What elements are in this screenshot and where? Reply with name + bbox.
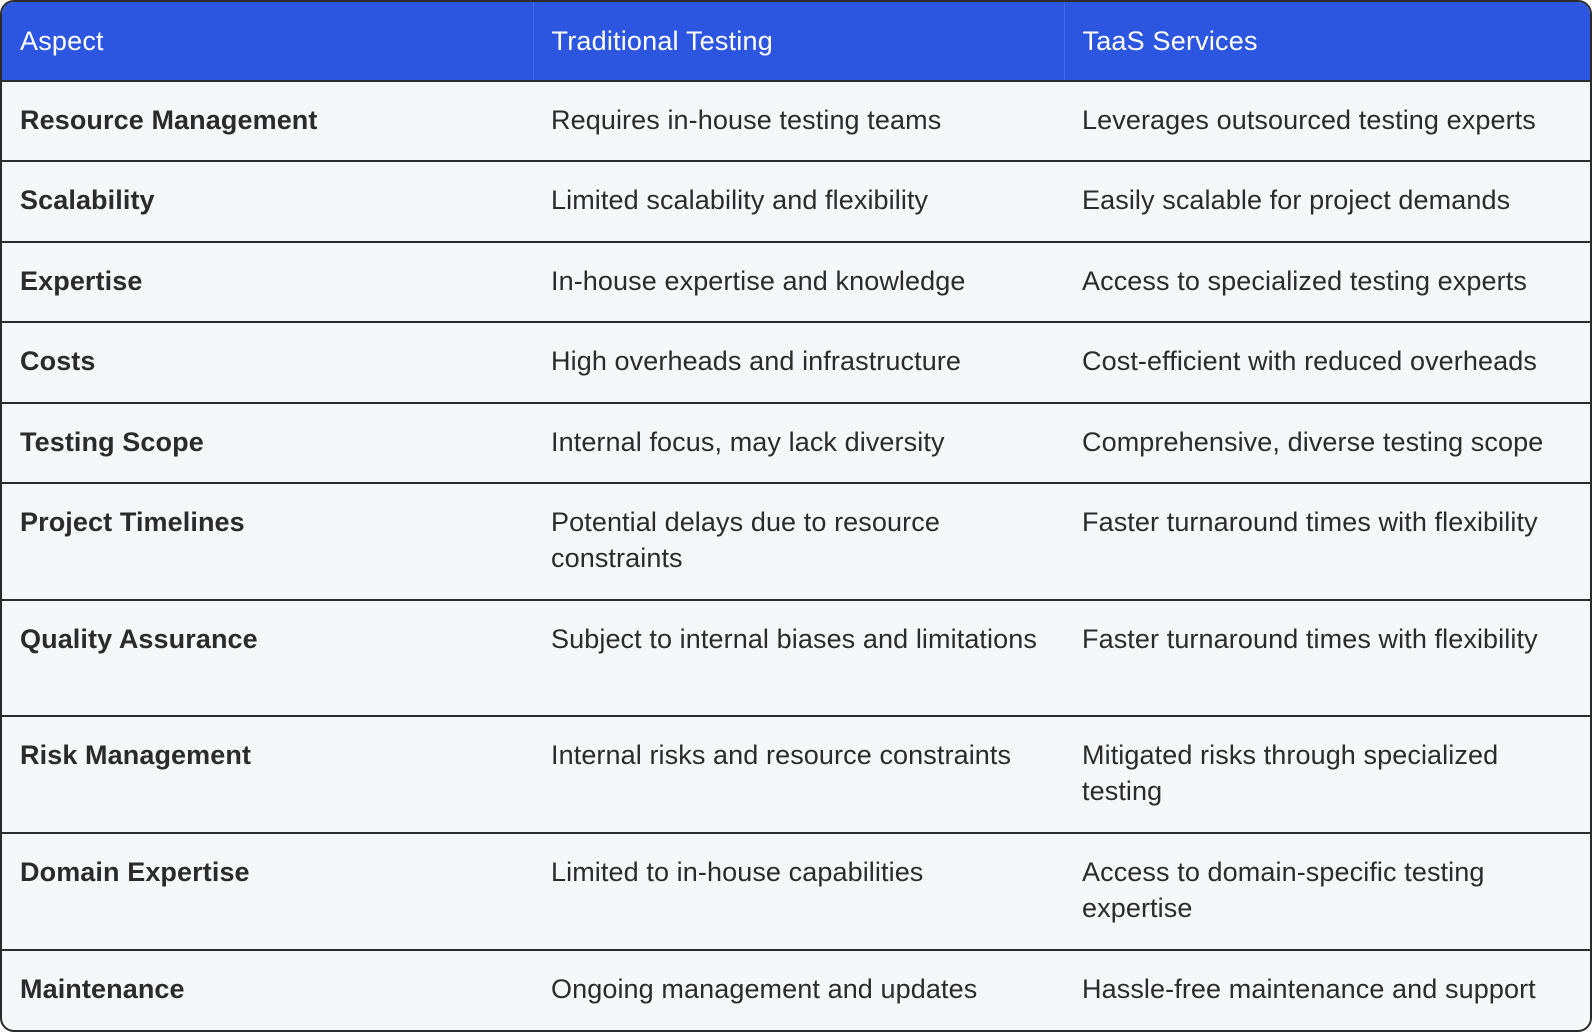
aspect-cell: Testing Scope (2, 401, 533, 484)
table-header: Aspect Traditional Testing TaaS Services (2, 2, 1590, 81)
table-row: Resource Management Requires in-house te… (2, 79, 1590, 162)
taas-cell: Easily scalable for project demands (1064, 160, 1590, 242)
traditional-cell: Subject to internal biases and limitatio… (533, 598, 1064, 717)
traditional-cell: Internal risks and resource constraints (533, 715, 1064, 833)
traditional-cell: Potential delays due to resource constra… (533, 482, 1064, 600)
header-aspect: Aspect (2, 2, 534, 81)
table-row: Costs High overheads and infrastructure … (2, 321, 1590, 403)
traditional-cell: Limited to in-house capabilities (533, 831, 1064, 950)
taas-cell: Mitigated risks through specialized test… (1064, 715, 1590, 833)
table-row: Domain Expertise Limited to in-house cap… (2, 831, 1590, 950)
taas-cell: Faster turnaround times with flexibility (1064, 482, 1590, 600)
table-row: Quality Assurance Subject to internal bi… (2, 598, 1590, 717)
aspect-cell: Expertise (2, 240, 533, 323)
taas-cell: Cost-efficient with reduced overheads (1064, 321, 1590, 403)
aspect-cell: Project Timelines (2, 482, 533, 600)
taas-cell: Access to specialized testing experts (1064, 240, 1590, 323)
aspect-cell: Maintenance (2, 948, 533, 1030)
table-row: Testing Scope Internal focus, may lack d… (2, 401, 1590, 484)
taas-cell: Comprehensive, diverse testing scope (1064, 401, 1590, 484)
taas-cell: Hassle-free maintenance and support (1064, 948, 1590, 1030)
table-row: Expertise In-house expertise and knowled… (2, 240, 1590, 323)
table-body: Resource Management Requires in-house te… (2, 79, 1590, 1030)
aspect-cell: Risk Management (2, 715, 533, 833)
aspect-cell: Domain Expertise (2, 831, 533, 950)
aspect-cell: Resource Management (2, 79, 533, 162)
traditional-cell: Requires in-house testing teams (533, 79, 1064, 162)
aspect-cell: Quality Assurance (2, 598, 533, 717)
header-taas-services: TaaS Services (1064, 2, 1590, 81)
aspect-cell: Costs (2, 321, 533, 403)
traditional-cell: Internal focus, may lack diversity (533, 401, 1064, 484)
taas-cell: Leverages outsourced testing experts (1064, 79, 1590, 162)
aspect-cell: Scalability (2, 160, 533, 242)
traditional-cell: Limited scalability and flexibility (533, 160, 1064, 242)
table-row: Project Timelines Potential delays due t… (2, 482, 1590, 600)
header-row: Aspect Traditional Testing TaaS Services (2, 2, 1590, 81)
header-traditional-testing: Traditional Testing (533, 2, 1065, 81)
taas-cell: Access to domain-specific testing expert… (1064, 831, 1590, 950)
table-row: Maintenance Ongoing management and updat… (2, 948, 1590, 1030)
taas-cell: Faster turnaround times with flexibility (1064, 598, 1590, 717)
traditional-cell: In-house expertise and knowledge (533, 240, 1064, 323)
table-row: Scalability Limited scalability and flex… (2, 160, 1590, 242)
traditional-cell: Ongoing management and updates (533, 948, 1064, 1030)
table-row: Risk Management Internal risks and resou… (2, 715, 1590, 833)
traditional-cell: High overheads and infrastructure (533, 321, 1064, 403)
